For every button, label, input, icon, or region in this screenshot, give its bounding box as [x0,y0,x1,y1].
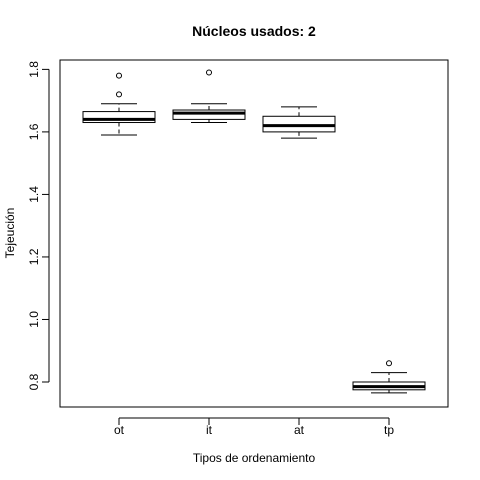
y-axis: 0.8 1.0 1.2 1.4 1.6 1.8 [27,61,49,391]
x-tick-label: it [206,423,213,437]
box-iqr [173,110,245,119]
x-axis: ot it at tp [114,418,394,437]
y-tick-label: 1.2 [27,248,41,265]
x-tick-label: ot [114,423,125,437]
outlier-point [117,92,122,97]
y-tick-label: 1.8 [27,61,41,78]
y-tick-label: 1.4 [27,186,41,203]
y-tick-label: 0.8 [27,373,41,390]
y-tick-label: 1.6 [27,123,41,140]
x-tick-label: tp [384,423,394,437]
chart-title: Núcleos usados: 2 [192,23,316,39]
box-ot [83,73,155,135]
boxes [83,70,425,393]
box-tp [353,361,425,393]
x-axis-label: Tipos de ordenamiento [193,451,316,465]
box-it [173,70,245,123]
outlier-point [387,361,392,366]
outlier-point [207,70,212,75]
x-tick-label: at [294,423,305,437]
y-tick-label: 1.0 [27,311,41,328]
box-at [263,107,335,138]
box-iqr [263,116,335,132]
outlier-point [117,73,122,78]
y-axis-label: Tejeución [3,208,17,259]
